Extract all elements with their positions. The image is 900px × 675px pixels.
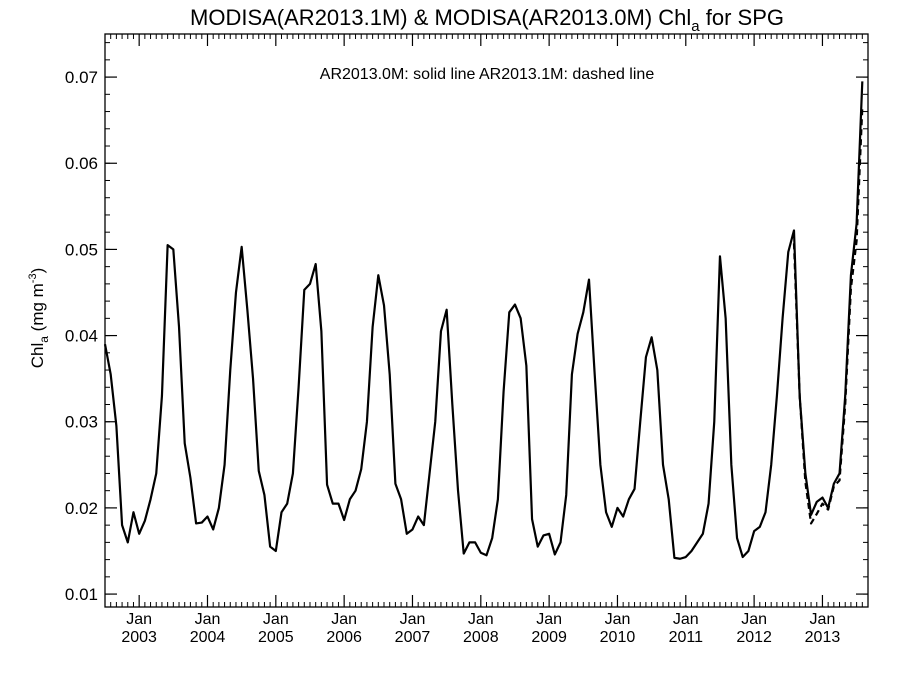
x-tick-year-label: 2012 — [736, 629, 772, 646]
x-tick-month-label: Jan — [331, 611, 357, 628]
x-tick-month-label: Jan — [741, 611, 767, 628]
x-tick-year-label: 2005 — [258, 629, 294, 646]
y-axis-label-subscript: a — [37, 336, 51, 343]
y-tick-label: 0.01 — [65, 585, 98, 604]
x-tick-month-label: Jan — [126, 611, 152, 628]
series-style-note: AR2013.0M: solid line AR2013.1M: dashed … — [320, 66, 655, 83]
chart-title-subscript: a — [691, 18, 700, 35]
chart-title: MODISA(AR2013.1M) & MODISA(AR2013.0M) Ch… — [190, 5, 784, 35]
y-tick-label: 0.05 — [65, 240, 98, 259]
x-tick-month-label: Jan — [810, 611, 836, 628]
x-tick-year-label: 2003 — [121, 629, 157, 646]
x-tick-year-label: 2007 — [395, 629, 431, 646]
x-axis-ticks: Jan2003Jan2004Jan2005Jan2006Jan2007Jan20… — [104, 34, 869, 646]
y-axis-label: Chla (mg m-3) — [27, 268, 51, 369]
x-tick-year-label: 2011 — [669, 629, 704, 646]
x-tick-year-label: 2004 — [190, 629, 226, 646]
x-tick-month-label: Jan — [536, 611, 562, 628]
series-line-ar2013-0m — [103, 81, 864, 560]
x-tick-month-label: Jan — [263, 611, 289, 628]
y-tick-label: 0.06 — [65, 154, 98, 173]
y-axis-label-superscript: -3 — [27, 273, 39, 283]
x-tick-year-label: 2010 — [600, 629, 636, 646]
y-tick-label: 0.07 — [65, 68, 98, 87]
y-tick-label: 0.03 — [65, 413, 98, 432]
y-tick-label: 0.02 — [65, 499, 98, 518]
x-tick-year-label: 2006 — [326, 629, 362, 646]
y-tick-label: 0.04 — [65, 327, 98, 346]
x-tick-month-label: Jan — [468, 611, 494, 628]
plot-series — [103, 81, 864, 560]
plot-frame — [104, 33, 869, 608]
x-tick-year-label: 2009 — [531, 629, 567, 646]
x-tick-month-label: Jan — [400, 611, 426, 628]
x-tick-year-label: 2008 — [463, 629, 499, 646]
x-tick-month-label: Jan — [605, 611, 631, 628]
y-axis-ticks: 0.01 0.02 0.03 0.04 0.05 0.06 0.07 — [65, 42, 868, 604]
x-tick-year-label: 2013 — [805, 629, 841, 646]
x-tick-month-label: Jan — [195, 611, 221, 628]
x-tick-month-label: Jan — [673, 611, 699, 628]
series-line-ar2013-1m — [792, 107, 864, 525]
